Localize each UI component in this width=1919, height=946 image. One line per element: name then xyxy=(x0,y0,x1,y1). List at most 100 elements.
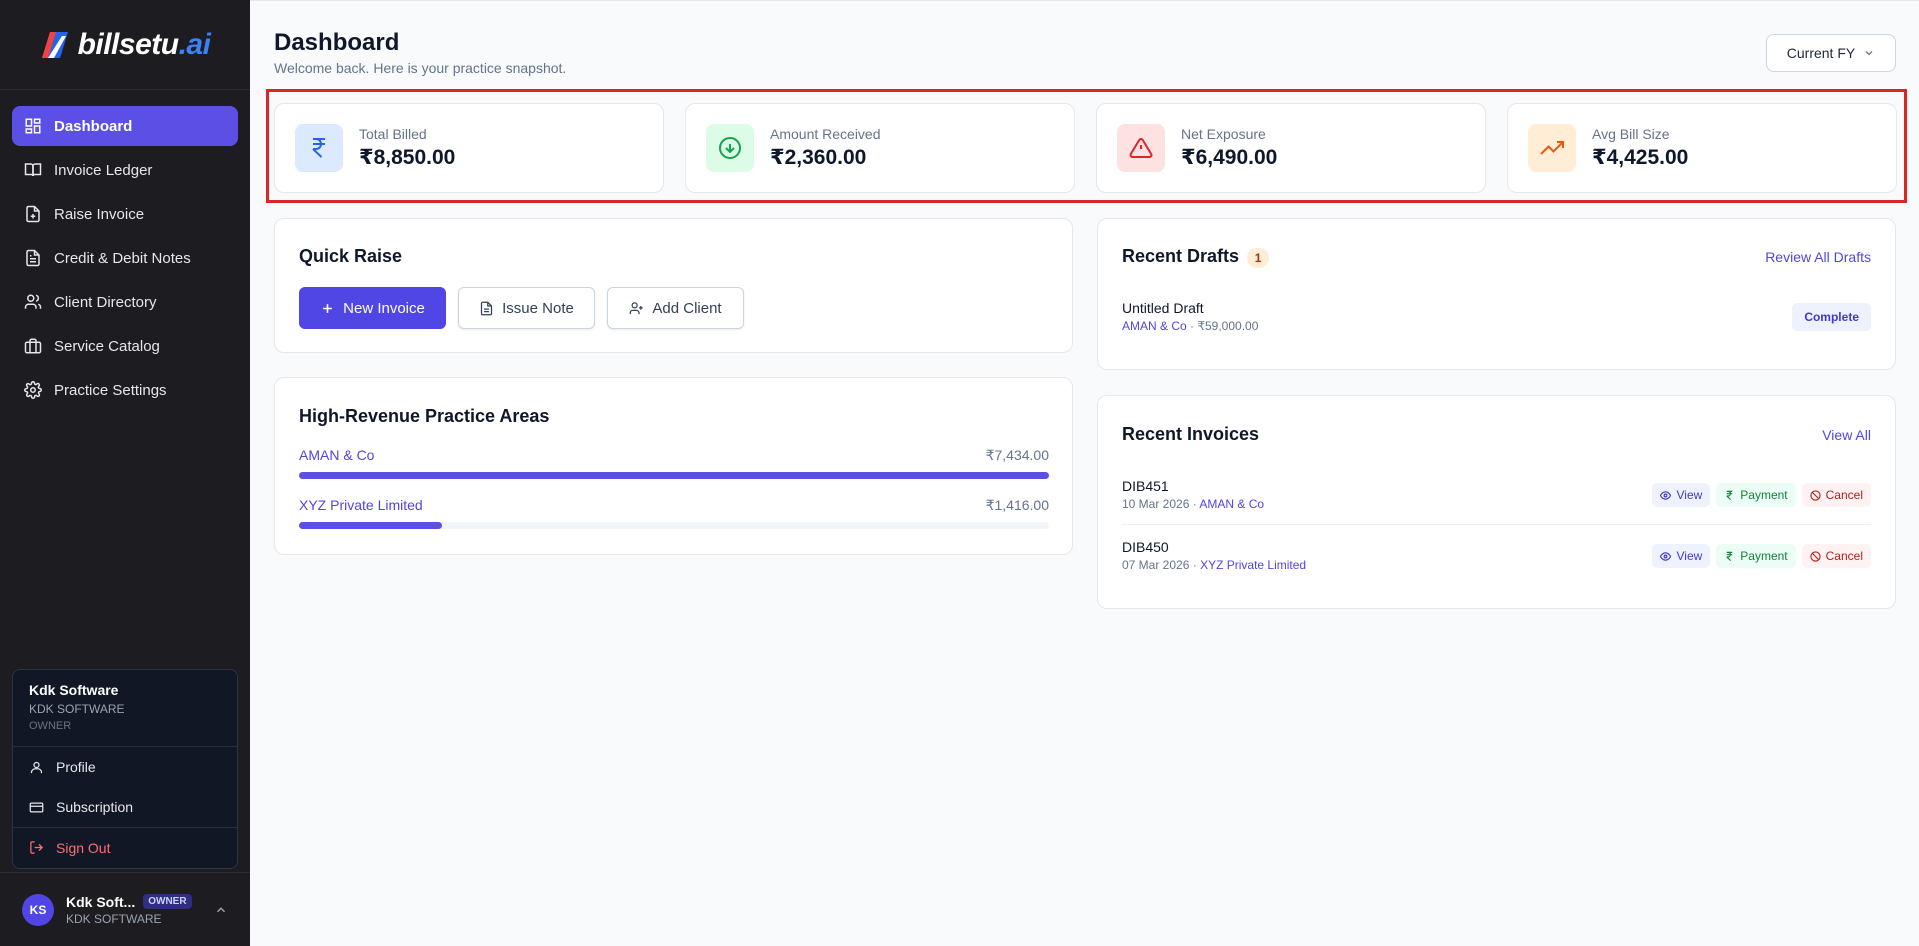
sidebar-item-label: Practice Settings xyxy=(54,381,167,399)
sidebar-item-raise-invoice[interactable]: Raise Invoice xyxy=(12,194,238,234)
sidebar-item-dashboard[interactable]: Dashboard xyxy=(12,106,238,146)
sidebar-item-invoice-ledger[interactable]: Invoice Ledger xyxy=(12,150,238,190)
stat-text: Net Exposure ₹6,490.00 xyxy=(1181,126,1277,170)
invoice-date: 07 Mar 2026 xyxy=(1122,558,1190,572)
meta-separator: · xyxy=(1189,558,1201,572)
sidebar-item-client-directory[interactable]: Client Directory xyxy=(12,282,238,322)
practice-area-line: AMAN & Co ₹7,434.00 xyxy=(299,447,1049,464)
practice-area-row: AMAN & Co ₹7,434.00 xyxy=(299,447,1049,479)
draft-title: Untitled Draft xyxy=(1122,300,1204,316)
meta-separator: · xyxy=(1186,319,1198,333)
practice-area-name[interactable]: AMAN & Co xyxy=(299,447,375,463)
invoice-client[interactable]: XYZ Private Limited xyxy=(1200,558,1307,572)
profile-switcher[interactable]: KS Kdk Soft... OWNER KDK SOFTWARE xyxy=(0,872,250,946)
profile-info: Kdk Soft... OWNER KDK SOFTWARE xyxy=(66,894,192,926)
button-label: New Invoice xyxy=(343,299,425,317)
stat-label: Total Billed xyxy=(359,126,427,142)
user-menu-header: Kdk Software KDK SOFTWARE OWNER xyxy=(13,670,237,747)
complete-draft-button[interactable]: Complete xyxy=(1792,303,1871,331)
drafts-count-badge: 1 xyxy=(1247,247,1270,268)
users-icon xyxy=(24,294,42,309)
view-all-invoices-link[interactable]: View All xyxy=(1822,427,1871,443)
stat-icon-bg xyxy=(295,124,343,172)
arrow-down-circle-icon xyxy=(719,137,741,159)
file-text-icon xyxy=(26,249,40,267)
recent-drafts-header: Recent Drafts 1 xyxy=(1122,246,1270,268)
sidebar-item-label: Credit & Debit Notes xyxy=(54,249,191,267)
stat-card-avg-bill-size: Avg Bill Size ₹4,425.00 xyxy=(1507,103,1897,193)
stats-highlight-box xyxy=(266,89,1907,203)
view-invoice-button[interactable]: View xyxy=(1652,483,1711,507)
fy-select-value: Current FY xyxy=(1786,45,1856,61)
pill-label: Cancel xyxy=(1825,549,1863,563)
add-client-button[interactable]: Add Client xyxy=(607,287,744,329)
invoice-row[interactable]: DIB451 10 Mar 2026 · AMAN & Co xyxy=(1122,478,1264,511)
menu-item-profile[interactable]: Profile xyxy=(13,747,237,787)
rupee-icon xyxy=(1726,551,1733,561)
ban-icon xyxy=(1809,489,1821,501)
practice-area-row: XYZ Private Limited ₹1,416.00 xyxy=(299,497,1049,529)
profile-name-row: Kdk Soft... OWNER xyxy=(66,894,192,910)
payment-button[interactable]: Payment xyxy=(1716,483,1796,507)
menu-item-sign-out[interactable]: Sign Out xyxy=(13,827,237,867)
quick-raise-title: Quick Raise xyxy=(299,246,403,266)
quick-raise-card: Quick Raise New Invoice Issue Note Add C… xyxy=(274,218,1073,353)
menu-item-subscription[interactable]: Subscription xyxy=(13,787,237,827)
row-divider xyxy=(1122,524,1871,525)
sidebar-item-label: Raise Invoice xyxy=(54,205,145,223)
stat-icon-bg xyxy=(1528,124,1576,172)
stat-label: Net Exposure xyxy=(1181,126,1266,142)
invoice-meta: 10 Mar 2026 · AMAN & Co xyxy=(1122,497,1264,511)
stat-text: Total Billed ₹8,850.00 xyxy=(359,126,455,170)
progress-track xyxy=(299,472,1049,479)
draft-row[interactable]: Untitled Draft AMAN & Co · ₹59,000.00 xyxy=(1122,300,1258,333)
invoice-row[interactable]: DIB450 07 Mar 2026 · XYZ Private Limited xyxy=(1122,539,1306,572)
invoice-client[interactable]: AMAN & Co xyxy=(1199,497,1265,511)
user-org: KDK SOFTWARE xyxy=(29,702,125,716)
pill-label: Payment xyxy=(1740,488,1788,502)
recent-invoices-title: Recent Invoices xyxy=(1122,424,1260,444)
practice-areas-card: High-Revenue Practice Areas AMAN & Co ₹7… xyxy=(274,377,1073,555)
page-title: Dashboard xyxy=(274,29,400,56)
profile-org: KDK SOFTWARE xyxy=(66,911,162,926)
sidebar-item-label: Invoice Ledger xyxy=(54,161,153,179)
issue-note-button[interactable]: Issue Note xyxy=(458,287,595,329)
page-subtitle: Welcome back. Here is your practice snap… xyxy=(274,60,567,76)
sidebar-item-practice-settings[interactable]: Practice Settings xyxy=(12,370,238,410)
profile-name: Kdk Soft... xyxy=(66,893,136,910)
button-label: Issue Note xyxy=(502,299,574,317)
cancel-invoice-button[interactable]: Cancel xyxy=(1801,483,1871,507)
sidebar-item-credit-debit-notes[interactable]: Credit & Debit Notes xyxy=(12,238,238,278)
gear-icon xyxy=(24,381,42,399)
user-name: Kdk Software xyxy=(29,682,119,698)
draft-client[interactable]: AMAN & Co xyxy=(1122,319,1187,333)
ban-icon xyxy=(1809,550,1821,562)
stat-icon-bg xyxy=(706,124,754,172)
recent-drafts-card: Recent Drafts 1 Review All Drafts Untitle… xyxy=(1097,218,1896,370)
cancel-invoice-button[interactable]: Cancel xyxy=(1801,544,1871,568)
sidebar: billsetu.ai Dashboard Invoice Ledger Rai… xyxy=(0,0,250,946)
practice-area-line: XYZ Private Limited ₹1,416.00 xyxy=(299,497,1049,514)
quick-raise-actions: New Invoice Issue Note Add Client xyxy=(299,287,744,329)
brand-logo[interactable]: billsetu.ai xyxy=(0,0,250,90)
stat-icon-bg xyxy=(1117,124,1165,172)
stat-card-net-exposure: Net Exposure ₹6,490.00 xyxy=(1096,103,1486,193)
fiscal-year-select[interactable]: Current FY xyxy=(1766,34,1896,72)
review-all-drafts-link[interactable]: Review All Drafts xyxy=(1765,249,1871,265)
view-invoice-button[interactable]: View xyxy=(1652,544,1711,568)
user-icon xyxy=(30,761,43,773)
plus-icon xyxy=(323,303,333,313)
practice-area-name[interactable]: XYZ Private Limited xyxy=(299,497,423,513)
practice-areas-title: High-Revenue Practice Areas xyxy=(299,406,550,426)
eye-icon xyxy=(1660,551,1672,561)
rupee-icon xyxy=(312,138,325,158)
user-plus-icon xyxy=(630,301,644,314)
user-menu-dropdown: Kdk Software KDK SOFTWARE OWNER Profile … xyxy=(12,669,238,869)
payment-button[interactable]: Payment xyxy=(1716,544,1796,568)
stat-value: ₹8,850.00 xyxy=(359,146,456,169)
new-invoice-button[interactable]: New Invoice xyxy=(299,287,446,329)
pill-label: Payment xyxy=(1740,549,1788,563)
sidebar-item-service-catalog[interactable]: Service Catalog xyxy=(12,326,238,366)
rupee-icon xyxy=(1726,490,1733,500)
stat-card-total-billed: Total Billed ₹8,850.00 xyxy=(274,103,664,193)
